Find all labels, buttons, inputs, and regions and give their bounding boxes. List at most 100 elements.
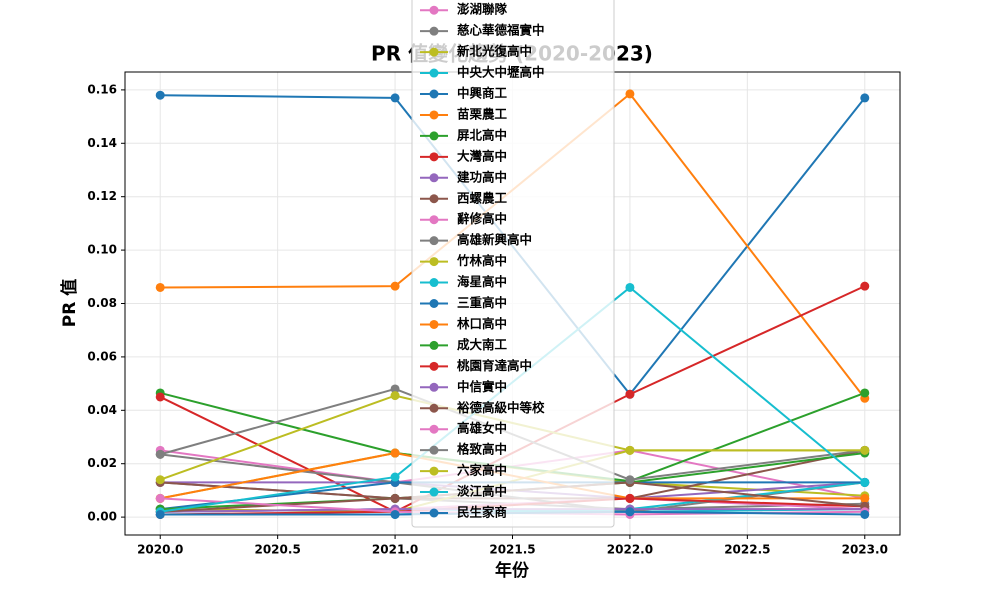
legend-label: 竹林高中 <box>456 253 507 268</box>
data-point <box>625 507 635 517</box>
data-point <box>860 93 870 103</box>
y-tick-label: 0.06 <box>87 349 117 363</box>
y-tick-label: 0.12 <box>87 189 117 203</box>
legend-marker <box>429 424 439 434</box>
data-point <box>390 472 400 482</box>
legend-label: 裕德高級中等校 <box>457 400 545 415</box>
legend-label: 淡江高中 <box>457 484 507 499</box>
legend-label: 桃園育達高中 <box>457 358 532 373</box>
legend-label: 成大南工 <box>457 337 508 352</box>
x-tick-label: 2023.0 <box>842 543 888 557</box>
x-tick-label: 2021.5 <box>489 543 535 557</box>
data-point <box>155 475 165 485</box>
legend-label: 六家高中 <box>457 463 507 478</box>
legend-marker <box>429 89 439 99</box>
y-tick-label: 0.00 <box>87 510 117 524</box>
data-point <box>625 389 635 399</box>
y-tick-label: 0.10 <box>87 243 117 257</box>
legend-marker <box>429 236 439 246</box>
data-point <box>155 509 165 519</box>
legend-marker <box>429 173 439 183</box>
y-tick-label: 0.04 <box>87 403 117 417</box>
legend-label: 建功高中 <box>457 169 507 184</box>
y-tick-label: 0.08 <box>87 296 117 310</box>
legend-label: 慈心華德福實中 <box>457 23 545 38</box>
data-point <box>155 90 165 100</box>
legend-marker <box>429 382 439 392</box>
x-axis-label: 年份 <box>495 560 530 581</box>
legend-label: 中信實中 <box>457 379 507 394</box>
legend-marker <box>429 508 439 518</box>
data-point <box>860 445 870 455</box>
legend-label: 高雄新興高中 <box>457 232 532 247</box>
legend-label: 西螺農工 <box>457 190 508 205</box>
x-tick-label: 2020.5 <box>254 543 300 557</box>
data-point <box>860 509 870 519</box>
legend-marker <box>429 152 439 162</box>
data-point <box>860 493 870 503</box>
legend-label: 高雄女中 <box>457 421 507 436</box>
legend-label: 澎湖聯隊 <box>457 2 508 17</box>
legend-label: 中央大中壢高中 <box>457 65 545 80</box>
y-tick-label: 0.02 <box>87 456 117 470</box>
data-point <box>625 475 635 485</box>
legend-label: 格致高中 <box>457 442 507 457</box>
legend-label: 中興商工 <box>457 86 508 101</box>
legend-marker <box>429 5 439 15</box>
data-point <box>860 477 870 487</box>
legend-marker <box>429 215 439 225</box>
legend-box <box>411 0 615 528</box>
legend: 澎湖聯隊慈心華德福實中新北光復高中中央大中壢高中中興商工苗栗農工屏北高中大灣高中… <box>411 0 615 528</box>
x-tick-label: 2021.0 <box>372 543 418 557</box>
y-tick-label: 0.16 <box>87 82 117 96</box>
data-point <box>155 493 165 503</box>
data-point <box>625 493 635 503</box>
data-point <box>390 448 400 458</box>
data-point <box>155 449 165 459</box>
data-point <box>625 89 635 99</box>
x-tick-label: 2020.0 <box>137 543 183 557</box>
legend-label: 屏北高中 <box>456 127 507 142</box>
data-point <box>390 493 400 503</box>
x-tick-label: 2022.0 <box>607 543 653 557</box>
legend-marker <box>429 403 439 413</box>
data-point <box>625 282 635 292</box>
legend-marker <box>429 26 439 36</box>
legend-marker <box>429 68 439 78</box>
legend-marker <box>429 319 439 329</box>
legend-marker <box>429 299 439 308</box>
data-point <box>625 445 635 455</box>
legend-label: 苗栗農工 <box>457 106 508 121</box>
legend-label: 林口高中 <box>457 316 507 331</box>
legend-marker <box>429 445 439 455</box>
legend-marker <box>429 131 439 141</box>
legend-label: 民生家商 <box>457 505 507 520</box>
data-point <box>390 391 400 401</box>
y-axis-label: PR 值 <box>59 279 80 327</box>
legend-marker <box>429 257 439 267</box>
data-point <box>155 392 165 402</box>
legend-marker <box>429 487 439 497</box>
data-point <box>155 282 165 292</box>
data-point <box>860 281 870 291</box>
legend-marker <box>429 340 439 350</box>
legend-marker <box>429 278 439 288</box>
legend-marker <box>429 47 439 57</box>
legend-marker <box>429 110 439 120</box>
y-tick-label: 0.14 <box>87 136 117 150</box>
legend-label: 三重高中 <box>457 295 507 310</box>
data-point <box>860 388 870 398</box>
legend-label: 新北光復高中 <box>457 44 532 59</box>
legend-marker <box>429 466 439 476</box>
legend-label: 海星高中 <box>457 274 507 289</box>
data-point <box>390 281 400 291</box>
legend-marker <box>429 361 439 371</box>
data-point <box>390 93 400 103</box>
data-point <box>390 509 400 519</box>
x-tick-label: 2022.5 <box>724 543 770 557</box>
legend-marker <box>429 194 439 204</box>
legend-label: 辭修高中 <box>457 211 507 226</box>
legend-label: 大灣高中 <box>457 148 507 163</box>
data-point <box>390 384 400 394</box>
